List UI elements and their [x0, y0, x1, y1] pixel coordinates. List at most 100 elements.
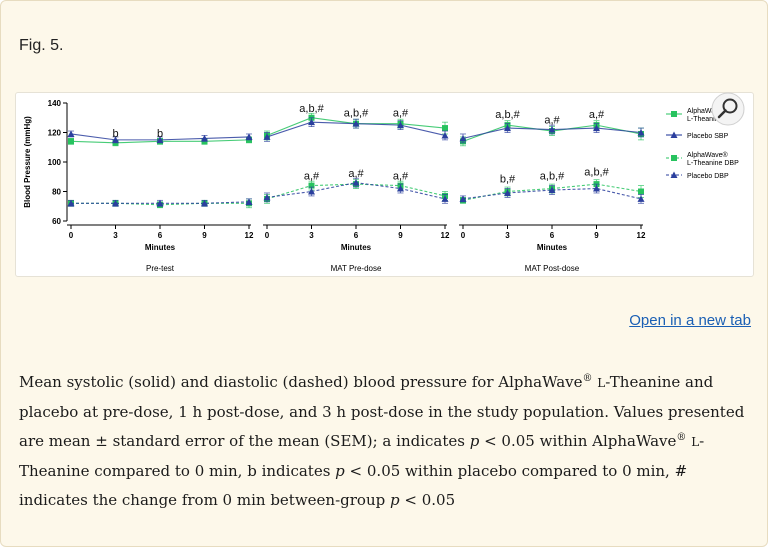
- x-axis-label: Minutes: [341, 243, 372, 252]
- data-point-triangle: [112, 199, 119, 207]
- data-point-triangle: [637, 195, 645, 202]
- panel-title: Pre-test: [146, 264, 175, 273]
- data-point-triangle: [263, 133, 271, 140]
- data-point-triangle: [459, 134, 467, 142]
- significance-annotation: a,b,#: [540, 171, 565, 183]
- open-in-new-tab-link[interactable]: Open in a new tab: [629, 312, 751, 329]
- registered-mark: ®: [676, 432, 687, 443]
- data-point-triangle: [397, 185, 404, 192]
- data-point-triangle: [201, 199, 208, 207]
- data-point-triangle: [352, 120, 360, 127]
- x-tick-label: 12: [441, 231, 450, 240]
- legend-label-line: Placebo DBP: [687, 173, 729, 180]
- caption-text-2: -Theanine and placebo at pre-dose, 1 h p…: [19, 373, 745, 450]
- x-tick-label: 0: [461, 231, 466, 240]
- data-point-triangle: [263, 193, 271, 201]
- caption-small-caps-l: L: [597, 376, 606, 390]
- data-point-square: [442, 125, 448, 132]
- data-point-triangle: [397, 121, 404, 129]
- significance-annotation: a,b,#: [495, 109, 520, 121]
- significance-annotation: a,#: [393, 171, 409, 183]
- y-tick-label: 80: [52, 188, 61, 197]
- significance-annotation: b: [157, 128, 163, 140]
- legend-label-line: Placebo SBP: [687, 133, 729, 140]
- p-value-symbol: p: [469, 432, 480, 450]
- caption-text-5: < 0.05 within placebo compared to 0 min,…: [19, 462, 688, 509]
- legend-label-line: AlphaWave®: [687, 107, 729, 115]
- x-tick-label: 0: [69, 231, 74, 240]
- data-point-square: [68, 138, 74, 145]
- x-axis-label: Minutes: [145, 243, 176, 252]
- y-axis-label: Blood Pressure (mmHg): [23, 116, 32, 208]
- significance-annotation: a,b,#: [584, 166, 609, 178]
- y-tick-label: 140: [48, 99, 62, 108]
- x-tick-label: 6: [354, 231, 359, 240]
- significance-annotation: a,#: [304, 171, 320, 183]
- y-tick-label: 120: [48, 129, 62, 138]
- data-point-triangle: [308, 118, 315, 126]
- data-point-triangle: [352, 179, 360, 186]
- data-point-triangle: [441, 131, 449, 139]
- zoom-button[interactable]: [711, 92, 745, 126]
- x-tick-label: 0: [265, 231, 270, 240]
- data-point-triangle: [548, 186, 556, 194]
- significance-annotation: b: [112, 128, 118, 140]
- caption-text-1: Mean systolic (solid) and diastolic (das…: [19, 373, 583, 391]
- x-tick-label: 3: [309, 231, 314, 240]
- chart-figure: 60 80 100 120 140 Blood Pressure (mmHg) 0 3 6 9 12…: [15, 92, 754, 277]
- legend-marker-square: [671, 111, 677, 117]
- significance-annotation: a,#: [348, 168, 364, 180]
- x-tick-label: 9: [594, 231, 599, 240]
- legend-marker-triangle: [670, 131, 678, 138]
- y-tick-label: 60: [52, 217, 61, 226]
- x-tick-label: 6: [158, 231, 163, 240]
- data-point-triangle: [156, 136, 164, 143]
- figure-caption: Mean systolic (solid) and diastolic (das…: [19, 368, 754, 515]
- data-point-triangle: [156, 199, 164, 207]
- caption-small-caps-l: L: [691, 435, 700, 449]
- data-point-triangle: [67, 199, 75, 207]
- significance-annotation: a,b,#: [344, 107, 369, 119]
- legend-label-line: AlphaWave®: [687, 151, 729, 159]
- figure-label: Fig. 5.: [19, 37, 64, 54]
- magnifier-icon: [711, 92, 745, 126]
- data-point-triangle: [459, 195, 467, 202]
- x-tick-label: 9: [398, 231, 403, 240]
- panel-title: MAT Post-dose: [525, 264, 580, 273]
- registered-mark: ®: [582, 373, 593, 384]
- x-tick-label: 12: [245, 231, 254, 240]
- data-point-triangle: [504, 189, 511, 196]
- legend-marker-triangle: [670, 171, 678, 178]
- y-tick-label: 100: [48, 158, 62, 167]
- p-value-symbol: p: [390, 491, 400, 509]
- data-point-square: [638, 188, 644, 195]
- data-point-triangle: [245, 133, 253, 140]
- significance-annotation: a,#: [589, 109, 605, 121]
- data-point-triangle: [441, 195, 449, 202]
- data-point-triangle: [593, 124, 600, 132]
- significance-annotation: a,#: [544, 115, 560, 127]
- x-tick-label: 9: [202, 231, 207, 240]
- x-tick-label: 12: [637, 231, 646, 240]
- legend-label: Placebo SBP: [687, 133, 729, 140]
- caption-text-6: < 0.05: [399, 491, 456, 509]
- p-value-symbol: p: [335, 462, 345, 480]
- legend-label: Placebo DBP: [687, 173, 729, 180]
- caption-text-3: < 0.05 within AlphaWave: [479, 432, 677, 450]
- significance-annotation: a,b,#: [299, 103, 324, 115]
- significance-annotation: b,#: [500, 174, 516, 186]
- x-tick-label: 3: [505, 231, 510, 240]
- legend-label-line: L-Theanine DBP: [687, 160, 739, 167]
- x-tick-label: 6: [550, 231, 555, 240]
- x-tick-label: 3: [113, 231, 118, 240]
- x-axis-label: Minutes: [537, 243, 568, 252]
- data-point-triangle: [67, 130, 75, 137]
- data-point-triangle: [637, 129, 645, 136]
- legend-label: AlphaWave® L-Theanine DBP: [687, 151, 739, 167]
- legend-label: AlphaWave® L-Theanine SBP: [687, 107, 739, 123]
- data-point-triangle: [245, 198, 253, 205]
- data-point-triangle: [548, 126, 556, 133]
- data-point-square: [308, 182, 315, 189]
